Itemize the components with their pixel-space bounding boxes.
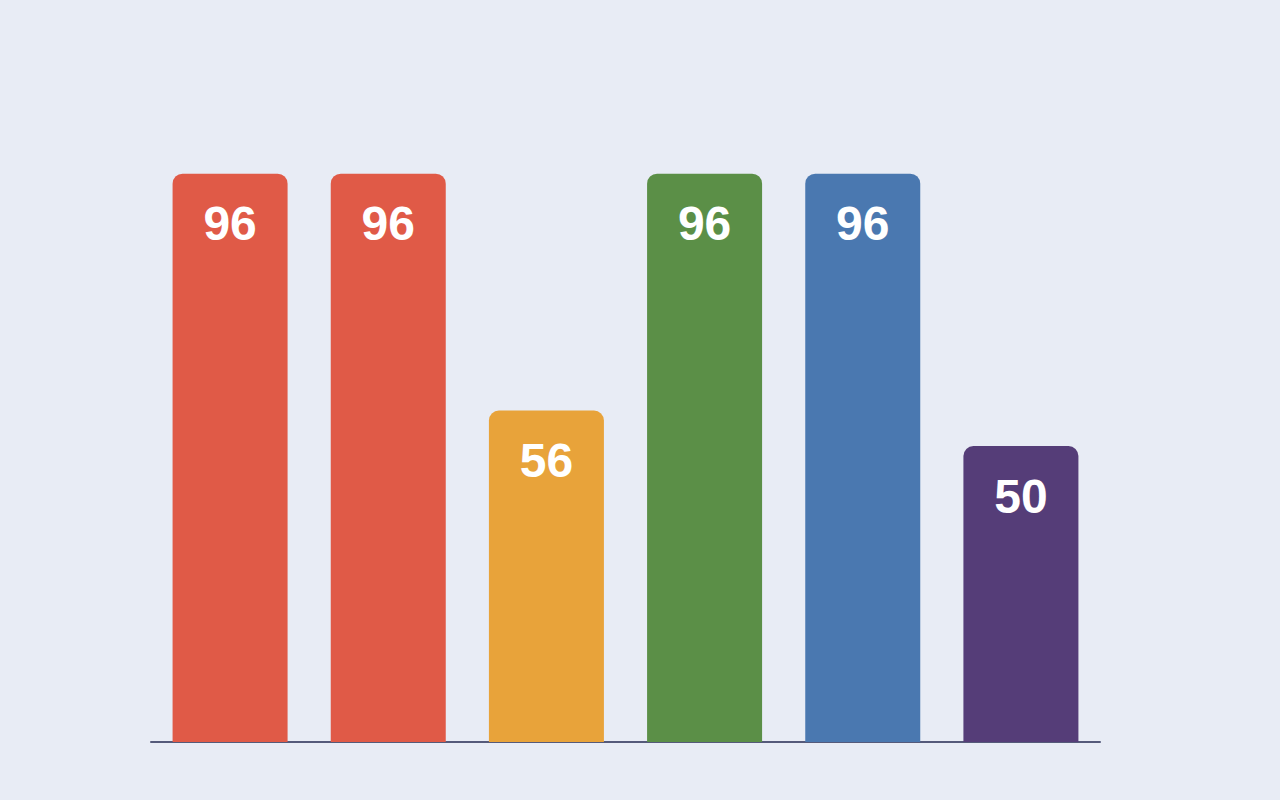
svg-text:96: 96 [678,197,731,250]
svg-text:96: 96 [836,197,889,250]
svg-text:96: 96 [362,197,415,250]
svg-text:56: 56 [520,434,573,487]
svg-text:50: 50 [994,470,1047,523]
svg-text:96: 96 [203,197,256,250]
